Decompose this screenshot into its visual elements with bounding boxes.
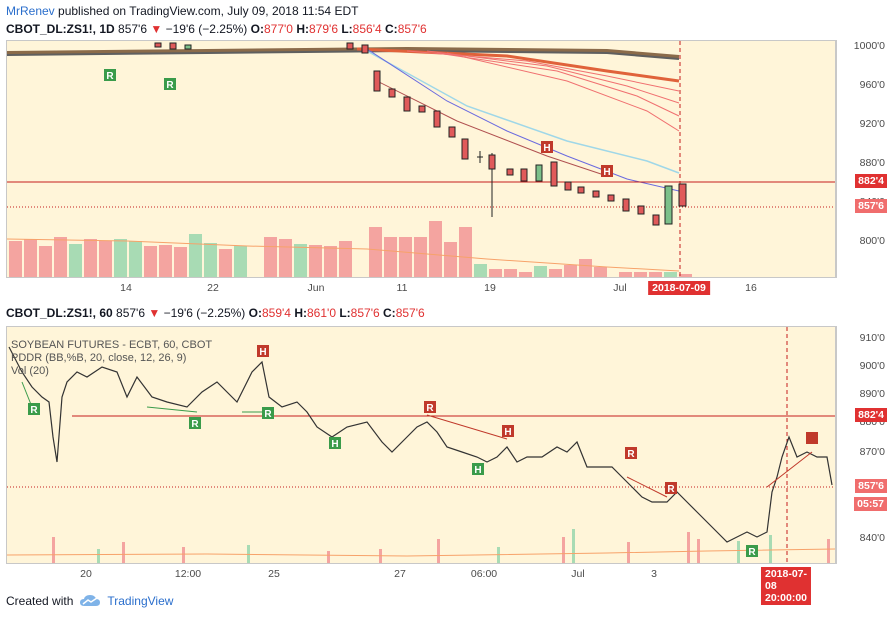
- daily-price-axis[interactable]: 1000'0 960'0 920'0 880'0 840'0 800'0 882…: [836, 40, 888, 278]
- daily-volume-bars: [9, 221, 692, 277]
- daily-last-price: 857'6: [118, 22, 148, 36]
- down-arrow-icon: ▼: [150, 22, 163, 36]
- daily-moving-averages: [7, 46, 680, 192]
- svg-text:R: R: [748, 547, 756, 558]
- daily-candles: [154, 42, 687, 226]
- daily-plot-area[interactable]: R R H H: [6, 40, 836, 278]
- hourly-price-chart: R R H R H R H H R R R: [7, 327, 835, 563]
- hourly-xtick: Jul: [571, 568, 585, 580]
- bar-countdown: 05:57: [854, 497, 887, 511]
- svg-text:H: H: [331, 439, 338, 450]
- footer: Created with TradingView: [6, 594, 173, 608]
- hourly-xtick: 12:00: [174, 568, 202, 580]
- hourly-ytick: 900'0: [859, 360, 885, 372]
- hourly-ytick: 910'0: [859, 332, 885, 344]
- daily-volume-ma: [7, 238, 680, 272]
- hourly-price-line: [8, 346, 833, 543]
- hourly-xtick: 27: [394, 568, 406, 580]
- hourly-date-tag: 2018-07-08 20:00:00: [760, 567, 812, 605]
- publish-header: MrRenev published on TradingView.com, Ju…: [6, 4, 358, 18]
- hourly-ytick: 890'0: [859, 388, 885, 400]
- created-with-label: Created with: [6, 594, 74, 608]
- daily-chart-title: CBOT_DL:ZS1!, 1D 857'6 ▼ −19'6 (−2.25%) …: [6, 22, 427, 36]
- svg-text:H: H: [474, 465, 481, 476]
- svg-text:R: R: [627, 449, 635, 460]
- svg-text:R: R: [426, 403, 434, 414]
- hourly-volume-ma: [7, 548, 835, 557]
- daily-date-tag: 2018-07-09: [648, 281, 710, 295]
- daily-time-axis[interactable]: 14 22 Jun 11 19 Jul 16 2018-07-09: [6, 278, 836, 298]
- svg-text:R: R: [191, 419, 199, 430]
- tradingview-link[interactable]: TradingView: [107, 594, 174, 608]
- daily-xtick: 14: [120, 282, 132, 294]
- daily-symbol[interactable]: CBOT_DL:ZS1!, 1D: [6, 22, 115, 36]
- hourly-change: −19'6 (−2.25%): [163, 306, 246, 320]
- hourly-pattern-markers: R R H R H R H H R R R: [28, 345, 818, 558]
- svg-text:H: H: [543, 143, 550, 154]
- hourly-chart-title: CBOT_DL:ZS1!, 60 857'6 ▼ −19'6 (−2.25%) …: [6, 306, 425, 320]
- svg-text:R: R: [667, 484, 675, 495]
- daily-xtick: 22: [207, 282, 219, 294]
- hourly-chart-pane: CBOT_DL:ZS1!, 60 857'6 ▼ −19'6 (−2.25%) …: [6, 306, 888, 605]
- daily-price-chart: R R H H: [7, 41, 835, 277]
- daily-xtick: 16: [745, 282, 757, 294]
- hourly-plot-area[interactable]: R R H R H R H H R R R: [6, 326, 836, 564]
- hourly-xtick: 06:00: [470, 568, 498, 580]
- daily-resistance-tag: 882'4: [855, 174, 887, 188]
- svg-text:R: R: [264, 409, 272, 420]
- hourly-ytick: 870'0: [859, 446, 885, 458]
- daily-xtick: 11: [396, 282, 408, 294]
- svg-text:H: H: [504, 427, 511, 438]
- svg-text:R: R: [106, 71, 114, 82]
- legend-main-series[interactable]: SOYBEAN FUTURES - ECBT, 60, CBOT: [11, 339, 213, 351]
- svg-text:H: H: [259, 347, 266, 358]
- hourly-volume-bars: [52, 529, 830, 563]
- publish-info: published on TradingView.com, July 09, 2…: [58, 4, 359, 18]
- daily-ytick: 1000'0: [853, 40, 885, 52]
- hourly-last-price-tag: 857'6: [855, 479, 887, 493]
- author-link[interactable]: MrRenev: [6, 4, 55, 18]
- hourly-xtick: 3: [651, 568, 657, 580]
- daily-xtick: Jul: [613, 282, 627, 294]
- hourly-ohlc: O:859'4 H:861'0 L:857'6 C:857'6: [248, 306, 425, 320]
- daily-change: −19'6 (−2.25%): [165, 22, 248, 36]
- down-arrow-icon: ▼: [148, 306, 161, 320]
- hourly-last-price: 857'6: [116, 306, 146, 320]
- daily-ytick: 800'0: [859, 235, 885, 247]
- hourly-time-axis[interactable]: 20 12:00 25 27 06:00 Jul 3 2018-07-08 20…: [6, 564, 836, 605]
- legend-pddr-indicator[interactable]: PDDR (BB,%B, 20, close, 12, 26, 9): [11, 352, 187, 364]
- daily-ytick: 880'0: [859, 157, 885, 169]
- daily-xtick: 19: [484, 282, 496, 294]
- daily-last-price-tag: 857'6: [855, 199, 887, 213]
- hourly-pattern-lines: [21, 381, 813, 498]
- hourly-price-axis[interactable]: 910'0 900'0 890'0 880'0 870'0 840'0 882'…: [836, 326, 888, 564]
- hourly-resistance-tag: 882'4: [855, 408, 887, 422]
- legend-volume[interactable]: Vol (20): [11, 365, 49, 377]
- hourly-xtick: 20: [80, 568, 92, 580]
- hourly-xtick: 25: [268, 568, 280, 580]
- hourly-legend: SOYBEAN FUTURES - ECBT, 60, CBOT PDDR (B…: [11, 339, 212, 378]
- svg-text:H: H: [603, 167, 610, 178]
- daily-pattern-markers: R R H H: [104, 69, 613, 178]
- hourly-ytick: 840'0: [859, 532, 885, 544]
- daily-ytick: 960'0: [859, 79, 885, 91]
- daily-chart-pane: CBOT_DL:ZS1!, 1D 857'6 ▼ −19'6 (−2.25%) …: [6, 22, 888, 298]
- svg-text:R: R: [30, 405, 38, 416]
- svg-text:R: R: [166, 80, 174, 91]
- tradingview-cloud-icon: [80, 595, 101, 606]
- daily-xtick: Jun: [307, 282, 325, 294]
- daily-ytick: 920'0: [859, 118, 885, 130]
- hourly-symbol[interactable]: CBOT_DL:ZS1!, 60: [6, 306, 113, 320]
- daily-ohlc: O:877'0 H:879'6 L:856'4 C:857'6: [250, 22, 427, 36]
